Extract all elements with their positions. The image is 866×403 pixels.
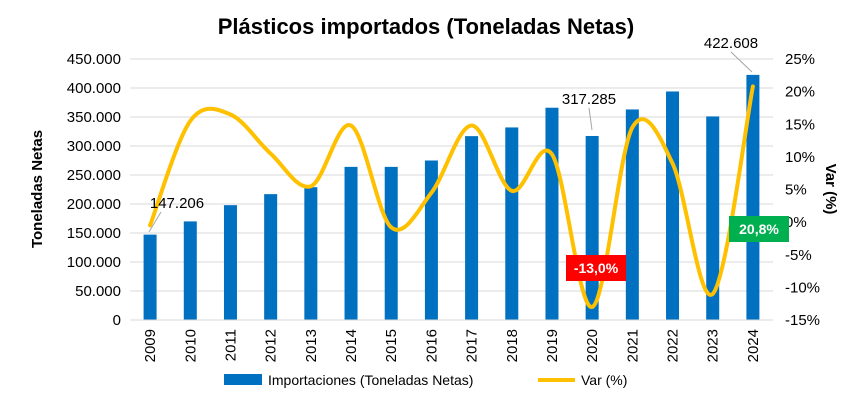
y-tick-label: 400.000	[67, 80, 121, 97]
y-tick-label: 200.000	[67, 196, 121, 213]
bar-2024	[746, 74, 760, 320]
x-tick-label: 2021	[624, 329, 641, 362]
x-tick-label: 2019	[544, 329, 561, 362]
y2-tick-label: 5%	[785, 182, 807, 199]
y2-tick-label: 0%	[785, 214, 807, 231]
y-axis-title: Toneladas Netas	[29, 130, 46, 248]
bar-2019	[545, 107, 559, 320]
right-axis-ticks: -15% -10% -5% 0% 5% 10% 15% 20% 25%	[785, 51, 820, 329]
x-tick-label: 2017	[464, 329, 481, 362]
x-tick-label: 2023	[705, 329, 722, 362]
x-tick-label: 2013	[303, 329, 320, 362]
x-tick-label: 2020	[584, 329, 601, 362]
bar-2017	[465, 136, 479, 320]
var-badge-2024	[729, 216, 789, 242]
bar-series	[143, 74, 760, 321]
y2-axis-title: Var (%)	[822, 164, 839, 215]
data-label-2020: 317.285	[562, 91, 616, 108]
legend-swatch-bars	[224, 374, 262, 385]
x-axis-ticks: 2009 2010 2011 2012 2013 2014 2015 2016 2017 2018…	[142, 329, 762, 362]
x-tick-label: 2022	[665, 329, 682, 362]
bar-2020	[585, 135, 599, 320]
var-line	[148, 84, 755, 309]
bar-2014	[344, 166, 358, 320]
line-series	[148, 84, 755, 309]
var-badge-text: 20,8%	[739, 221, 779, 237]
leader-line	[588, 107, 593, 131]
x-tick-label: 2016	[423, 329, 440, 362]
bar-2011	[223, 205, 237, 320]
x-tick-label: 2009	[142, 329, 159, 362]
y2-tick-label: 25%	[785, 51, 815, 68]
legend-label-line: Var (%)	[581, 372, 627, 388]
bar-2012	[264, 194, 278, 320]
y-tick-label: 350.000	[67, 109, 121, 126]
bar-2023	[706, 116, 720, 320]
y2-tick-label: 15%	[785, 116, 815, 133]
var-badge-2020	[566, 255, 626, 281]
x-tick-label: 2011	[222, 329, 239, 361]
left-axis-ticks: 0 50.000 100.000 150.000 200.000 250.000 300.0…	[67, 51, 121, 329]
x-tick-label: 2012	[263, 329, 280, 362]
bar-2021	[625, 109, 639, 321]
annotations: 147.206 317.285 422.608 -13,0% 20,8%	[148, 35, 789, 281]
y-tick-label: 150.000	[67, 225, 121, 242]
y2-tick-label: -15%	[785, 312, 820, 329]
bar-2009	[143, 234, 157, 320]
y2-tick-label: 10%	[785, 149, 815, 166]
chart-title: Plásticos importados (Toneladas Netas)	[218, 14, 634, 39]
y2-tick-label: -5%	[785, 247, 812, 264]
data-label-2009: 147.206	[150, 195, 204, 212]
leader-line	[730, 51, 753, 73]
y-tick-label: 450.000	[67, 51, 121, 68]
bar-2010	[183, 221, 197, 320]
legend: Importaciones (Toneladas Netas) Var (%)	[224, 372, 627, 388]
data-label-2024: 422.608	[704, 35, 758, 52]
x-tick-label: 2018	[504, 329, 521, 362]
x-tick-label: 2024	[745, 329, 762, 362]
y-tick-label: 0	[113, 312, 121, 329]
bar-2013	[304, 187, 318, 320]
y2-tick-label: 20%	[785, 84, 815, 101]
x-tick-label: 2015	[383, 329, 400, 362]
y-tick-label: 100.000	[67, 254, 121, 271]
bar-2022	[666, 91, 680, 320]
y-tick-label: 300.000	[67, 138, 121, 155]
y-tick-label: 50.000	[75, 283, 121, 300]
var-badge-text: -13,0%	[574, 260, 619, 276]
leader-line	[148, 211, 162, 233]
x-tick-label: 2014	[343, 329, 360, 362]
y-tick-label: 250.000	[67, 167, 121, 184]
bar-2015	[384, 166, 398, 320]
y2-tick-label: -10%	[785, 279, 820, 296]
bar-2018	[505, 127, 519, 320]
legend-label-bars: Importaciones (Toneladas Netas)	[268, 372, 473, 388]
x-tick-label: 2010	[182, 329, 199, 362]
